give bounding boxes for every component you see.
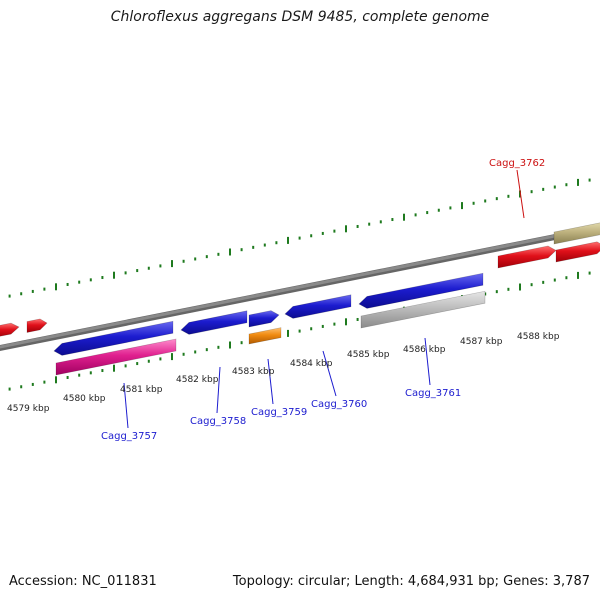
scale-label: 4588 kbp (517, 332, 560, 342)
gene-arrow-cagg-3758 (180, 310, 248, 335)
gene-arrow (0, 322, 20, 337)
gene-arrow (26, 318, 48, 333)
scale-label: 4585 kbp (347, 350, 390, 360)
gene-arrow-cagg-3761 (358, 272, 484, 309)
gene-label-leader (267, 358, 274, 405)
genome-title: Chloroflexus aggregans DSM 9485, complet… (110, 9, 490, 25)
scale-label: 4581 kbp (120, 385, 163, 395)
scale-label: 4582 kbp (176, 375, 219, 385)
scale-label: 4584 kbp (290, 359, 333, 369)
gene-label-leader (516, 169, 525, 219)
gene-arrow-cagg-3760 (284, 294, 352, 319)
genome-backbone-highlight (0, 225, 600, 349)
scale-label: 4579 kbp (7, 404, 50, 414)
gene-label-leader (424, 337, 431, 386)
gene-label-leader (322, 350, 337, 397)
gene-label: Cagg_3761 (405, 388, 461, 399)
scale-label: 4580 kbp (63, 394, 106, 404)
genome-summary-text: Topology: circular; Length: 4,684,931 bp… (232, 574, 590, 589)
gene-arrow-cagg-3762 (497, 245, 557, 269)
gene-arrow-khaki (553, 222, 600, 245)
gene-arrow-orange (248, 327, 282, 345)
gene-arrow-cagg-3757 (53, 320, 174, 356)
gene-label: Cagg_3762 (489, 158, 545, 169)
gene-label: Cagg_3758 (190, 416, 246, 427)
gene-label: Cagg_3760 (311, 399, 367, 410)
scale-label: 4586 kbp (403, 345, 446, 355)
gene-label: Cagg_3759 (251, 407, 307, 418)
gene-arrow-rna (55, 338, 177, 376)
scale-label: 4583 kbp (232, 367, 275, 377)
gene-arrow (555, 241, 600, 263)
gene-label-leader (123, 382, 129, 429)
scale-label: 4587 kbp (460, 337, 503, 347)
gene-label: Cagg_3757 (101, 431, 157, 442)
gene-arrow-cagg-3759 (248, 310, 280, 328)
gene-label-leader (216, 366, 221, 414)
accession-text: Accession: NC_011831 (9, 574, 157, 589)
gene-arrow-grey (360, 290, 486, 329)
